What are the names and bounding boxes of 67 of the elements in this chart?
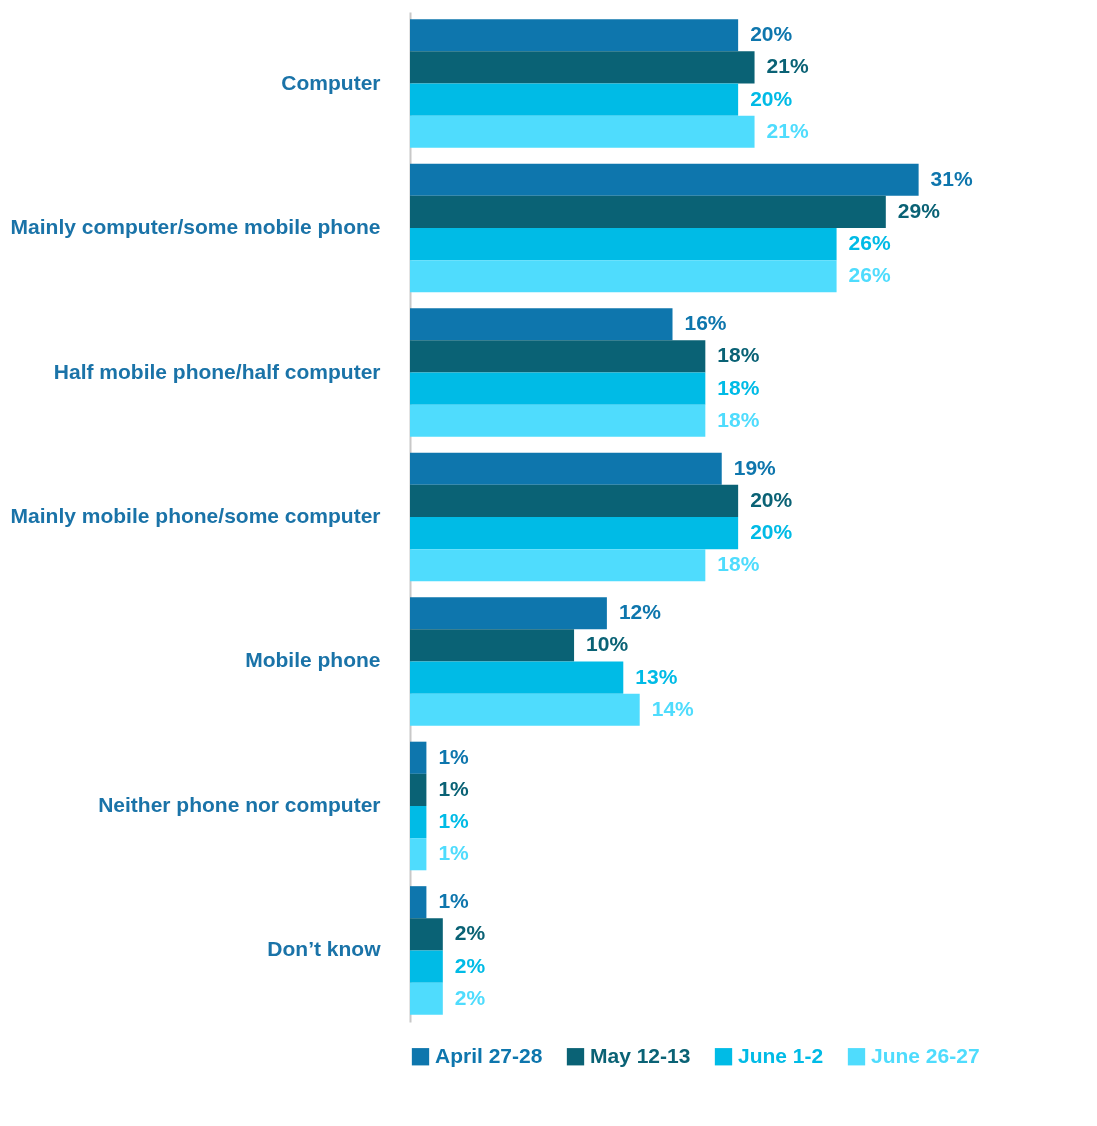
y-tick-label: Neither phone nor computer — [98, 792, 381, 816]
y-tick-label: Computer — [281, 70, 381, 94]
data-label: 1% — [438, 889, 470, 913]
data-label: 1% — [438, 744, 470, 768]
data-label: 20% — [750, 86, 793, 110]
bar — [410, 308, 673, 341]
bar — [410, 228, 837, 261]
data-label: 21% — [766, 118, 809, 142]
data-label: 29% — [897, 198, 941, 222]
bar — [410, 773, 427, 806]
bar — [410, 51, 755, 84]
data-label: 19% — [733, 455, 777, 479]
bar — [410, 260, 837, 293]
y-tick-label: Don’t know — [267, 937, 382, 961]
data-label: 1% — [438, 809, 470, 833]
data-label: 14% — [651, 696, 695, 720]
y-tick-label: Half mobile phone/half computer — [53, 359, 381, 383]
y-tick-label: Mainly computer/some mobile phone — [10, 215, 381, 239]
data-label: 20% — [750, 22, 793, 46]
bar — [410, 83, 739, 116]
data-label: 21% — [766, 54, 809, 78]
bar — [410, 950, 443, 983]
data-label: 1% — [438, 776, 470, 800]
bar — [410, 629, 575, 662]
data-label: 26% — [848, 263, 891, 287]
bar — [410, 597, 607, 630]
bar — [410, 886, 427, 919]
legend-label: June 26-27 — [871, 1043, 980, 1067]
data-label: 18% — [717, 552, 760, 576]
bar — [410, 340, 706, 373]
bar — [410, 741, 427, 774]
bar — [410, 693, 640, 726]
y-tick-label: Mobile phone — [245, 648, 381, 672]
data-label: 26% — [848, 231, 891, 255]
data-label: 31% — [930, 166, 973, 190]
legend-label: May 12-13 — [590, 1043, 691, 1067]
bar — [410, 115, 755, 148]
data-label: 1% — [438, 841, 470, 865]
bar — [410, 982, 443, 1015]
data-label: 18% — [717, 407, 760, 431]
bar — [410, 517, 739, 550]
legend-label: June 1-2 — [738, 1043, 824, 1067]
data-label: 20% — [750, 520, 793, 544]
data-label: 2% — [454, 953, 486, 977]
data-label: 18% — [717, 375, 760, 399]
bar — [410, 404, 706, 437]
bar — [410, 452, 722, 485]
bar — [410, 484, 739, 517]
bar — [410, 661, 624, 694]
bar — [410, 19, 739, 52]
bar — [410, 549, 706, 582]
data-label: 16% — [684, 311, 727, 335]
legend-label: April 27-28 — [435, 1043, 543, 1067]
data-label: 20% — [750, 487, 793, 511]
y-tick-label: Mainly mobile phone/some computer — [10, 504, 381, 527]
data-label: 18% — [717, 343, 760, 367]
bar — [410, 838, 427, 871]
bar — [410, 372, 706, 405]
bar — [410, 918, 443, 951]
data-label: 2% — [454, 921, 486, 945]
data-label: 13% — [635, 664, 678, 688]
bar — [410, 163, 919, 196]
data-label: 2% — [454, 985, 486, 1009]
data-label: 12% — [618, 600, 662, 624]
bar — [410, 805, 427, 839]
bar — [410, 195, 886, 229]
data-label: 10% — [586, 632, 629, 656]
